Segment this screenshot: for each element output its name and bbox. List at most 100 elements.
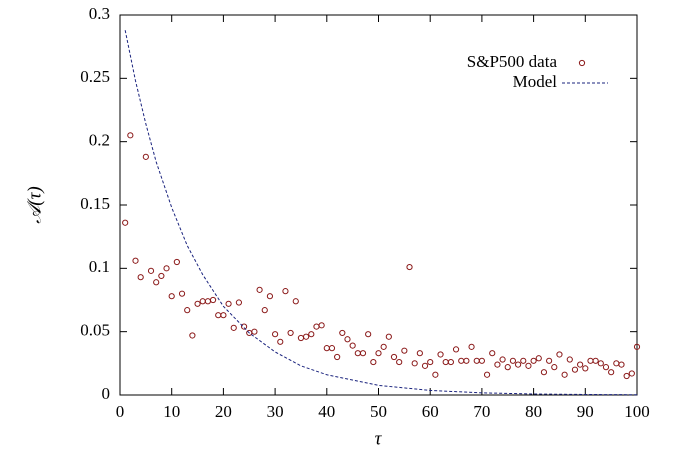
data-point <box>483 371 491 378</box>
model-line <box>124 30 638 396</box>
data-point <box>334 353 341 361</box>
data-point <box>406 263 413 271</box>
data-point <box>370 358 377 366</box>
data-point <box>349 342 356 349</box>
x-tick-label: 20 <box>215 402 232 421</box>
x-tick-label: 100 <box>624 402 650 421</box>
data-point <box>546 357 553 364</box>
data-point <box>582 365 589 372</box>
data-point <box>173 258 180 266</box>
data-point <box>452 346 460 353</box>
data-point <box>194 300 201 307</box>
data-point <box>220 312 227 319</box>
data-point <box>230 324 237 331</box>
data-point <box>499 356 506 363</box>
data-point <box>318 322 325 329</box>
data-point <box>561 371 568 378</box>
data-point <box>489 350 496 357</box>
x-tick-label: 50 <box>370 402 387 421</box>
data-point <box>385 333 392 340</box>
data-point <box>189 332 196 339</box>
data-point <box>178 290 186 297</box>
data-point <box>592 357 599 364</box>
data-point <box>458 357 465 364</box>
data-point <box>566 356 573 363</box>
data-point <box>158 272 165 280</box>
data-point <box>551 364 558 371</box>
data-point <box>577 361 584 368</box>
data-point <box>323 345 330 352</box>
data-point <box>163 265 170 272</box>
data-point <box>209 296 217 304</box>
data-point <box>442 358 449 366</box>
data-point <box>416 350 423 357</box>
data-point <box>328 345 336 352</box>
data-point <box>292 298 299 305</box>
data-point <box>308 331 315 338</box>
data-point <box>473 357 480 364</box>
data-point <box>199 298 206 305</box>
data-point <box>184 307 191 314</box>
data-point <box>608 369 615 376</box>
data-point <box>354 350 361 357</box>
data-point <box>344 336 351 343</box>
data-point <box>571 366 579 373</box>
data-point <box>272 331 279 338</box>
y-tick-label: 0 <box>102 384 111 403</box>
data-point <box>437 351 444 358</box>
x-axis-title: τ <box>375 428 383 449</box>
data-point <box>525 362 532 369</box>
y-tick-label: 0.1 <box>89 257 110 276</box>
data-point <box>494 361 501 368</box>
x-tick-label: 10 <box>163 402 180 421</box>
data-point <box>287 329 294 337</box>
data-point <box>240 323 248 330</box>
data-point <box>540 369 548 376</box>
x-tick-label: 0 <box>116 402 125 421</box>
data-point <box>421 362 429 369</box>
data-point <box>520 357 527 364</box>
data-point <box>215 312 222 319</box>
data-point <box>365 331 372 338</box>
data-point <box>633 343 641 350</box>
plot-frame <box>119 14 638 396</box>
data-point <box>447 358 454 366</box>
data-point <box>478 357 485 364</box>
y-tick-label: 0.25 <box>80 67 110 86</box>
y-tick-label: 0.3 <box>89 4 110 23</box>
data-point <box>463 357 470 364</box>
x-tick-label: 90 <box>577 402 594 421</box>
data-point <box>411 360 418 367</box>
data-point <box>396 358 403 366</box>
data-point <box>251 328 258 335</box>
data-point <box>390 353 398 361</box>
x-tick-label: 70 <box>473 402 490 421</box>
data-point <box>339 329 346 337</box>
data-point <box>225 300 232 307</box>
data-point <box>468 343 475 350</box>
data-point <box>587 357 594 364</box>
y-tick-label: 0.05 <box>80 321 110 340</box>
legend-label: Model <box>513 72 558 91</box>
x-tick-label: 40 <box>318 402 335 421</box>
data-point <box>623 372 630 380</box>
data-point <box>509 357 517 364</box>
data-point <box>535 355 542 362</box>
data-point <box>597 360 604 367</box>
data-point <box>168 293 175 300</box>
data-point <box>122 219 129 226</box>
data-point <box>628 370 635 377</box>
data-point <box>266 293 274 300</box>
data-point <box>277 338 284 345</box>
data-point <box>504 364 511 371</box>
data-point <box>282 288 289 295</box>
data-point <box>359 350 367 357</box>
x-tick-label: 80 <box>525 402 542 421</box>
data-point <box>602 364 610 371</box>
data-point <box>530 357 537 364</box>
data-point <box>147 267 155 274</box>
x-tick-label: 30 <box>267 402 284 421</box>
data-point <box>261 307 268 314</box>
data-point <box>514 361 522 368</box>
